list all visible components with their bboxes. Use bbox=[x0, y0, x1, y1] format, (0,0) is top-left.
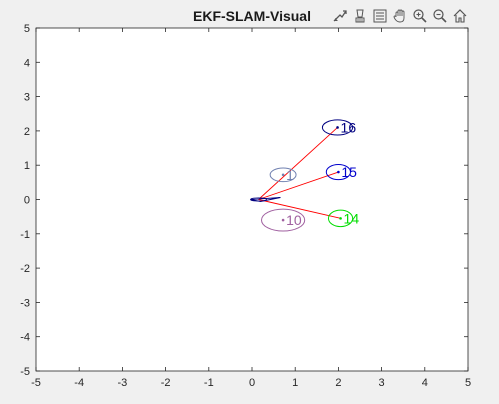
x-tick-label: -2 bbox=[161, 377, 171, 389]
landmark-covariance-ellipse bbox=[325, 164, 351, 181]
x-tick-label: 4 bbox=[422, 377, 428, 389]
plot-content: 16 15 14 1 10 bbox=[250, 119, 360, 232]
landmark-point bbox=[339, 217, 342, 220]
landmark-label: 1 bbox=[286, 167, 294, 183]
x-tick-label: -4 bbox=[74, 377, 84, 389]
ticks-layer: -5 -4 -3 -2 -1 0 1 2 3 4 5 -5 -4 -3 -2 -1 0 1 2 3 4 5 bbox=[20, 23, 471, 389]
landmark-covariance-ellipse bbox=[261, 208, 306, 232]
brush-button[interactable] bbox=[350, 7, 369, 26]
x-tick-label: -3 bbox=[118, 377, 128, 389]
x-tick-label: 1 bbox=[292, 377, 298, 389]
landmark-point bbox=[281, 218, 285, 222]
landmark-point bbox=[281, 173, 285, 177]
landmark-covariance-ellipse bbox=[269, 167, 297, 183]
landmark-label: 14 bbox=[344, 210, 360, 226]
export-button[interactable] bbox=[330, 7, 349, 26]
x-tick-label: 2 bbox=[335, 377, 341, 389]
landmark-label: 16 bbox=[341, 119, 357, 135]
home-button[interactable] bbox=[450, 7, 469, 26]
landmark-covariance-ellipse bbox=[327, 209, 354, 228]
x-tick-label: 0 bbox=[249, 377, 255, 389]
pan-button[interactable] bbox=[390, 7, 409, 26]
landmark-label: 10 bbox=[286, 212, 302, 228]
landmark-covariance-ellipse bbox=[321, 119, 354, 136]
zoom-in-button[interactable] bbox=[410, 7, 429, 26]
pan-icon bbox=[393, 9, 404, 23]
datatip-icon bbox=[373, 9, 386, 23]
observation-line bbox=[258, 127, 338, 200]
y-tick-label: 1 bbox=[24, 160, 30, 172]
landmark-point bbox=[337, 170, 340, 174]
y-tick-label: -1 bbox=[20, 229, 30, 241]
zoom-out-icon bbox=[432, 9, 447, 23]
y-tick-label: -4 bbox=[20, 332, 30, 344]
y-tick-label: -5 bbox=[20, 366, 30, 378]
y-tick-label: -2 bbox=[20, 263, 30, 275]
y-tick-label: 4 bbox=[24, 57, 30, 69]
export-icon bbox=[333, 10, 347, 22]
x-tick-label: 3 bbox=[379, 377, 385, 389]
robot-covariance-ellipse bbox=[250, 197, 267, 202]
x-tick-label: -1 bbox=[204, 377, 214, 389]
y-tick-label: 0 bbox=[24, 195, 30, 207]
landmark-label: 15 bbox=[341, 164, 357, 180]
observation-line bbox=[258, 171, 339, 200]
x-tick-label: 5 bbox=[465, 377, 471, 389]
home-icon bbox=[453, 9, 466, 23]
chart-title: EKF-SLAM-Visual bbox=[193, 8, 311, 24]
brush-icon bbox=[355, 9, 364, 23]
x-tick-label: -5 bbox=[31, 377, 41, 389]
y-tick-label: 2 bbox=[24, 126, 30, 138]
y-tick-label: 5 bbox=[24, 23, 30, 35]
zoom-out-button[interactable] bbox=[430, 7, 449, 26]
datatip-button[interactable] bbox=[370, 7, 389, 26]
observation-line bbox=[258, 199, 341, 219]
landmark-point bbox=[336, 126, 339, 129]
y-tick-label: -3 bbox=[20, 297, 30, 309]
axes-toolbar bbox=[330, 6, 469, 26]
zoom-in-icon bbox=[412, 9, 427, 23]
y-tick-label: 3 bbox=[24, 92, 30, 104]
